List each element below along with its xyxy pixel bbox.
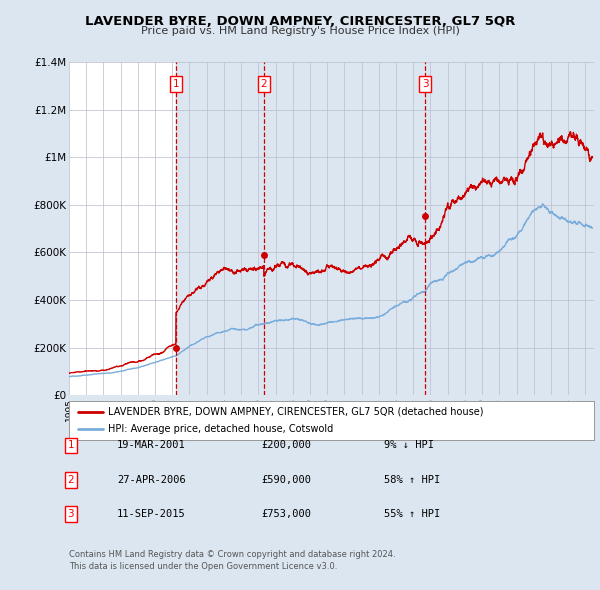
Text: £590,000: £590,000: [261, 475, 311, 484]
Text: 55% ↑ HPI: 55% ↑ HPI: [384, 509, 440, 519]
Text: Contains HM Land Registry data © Crown copyright and database right 2024.: Contains HM Land Registry data © Crown c…: [69, 550, 395, 559]
Text: £200,000: £200,000: [261, 441, 311, 450]
Text: 9% ↓ HPI: 9% ↓ HPI: [384, 441, 434, 450]
Bar: [425, 62, 594, 395]
Text: 1: 1: [67, 441, 74, 450]
Text: 3: 3: [67, 509, 74, 519]
Text: 2: 2: [67, 475, 74, 484]
Text: Price paid vs. HM Land Registry's House Price Index (HPI): Price paid vs. HM Land Registry's House …: [140, 26, 460, 36]
Bar: [264, 62, 425, 395]
Text: 2: 2: [260, 78, 267, 88]
Text: 19-MAR-2001: 19-MAR-2001: [117, 441, 186, 450]
Bar: [176, 62, 264, 395]
Text: £753,000: £753,000: [261, 509, 311, 519]
Text: 27-APR-2006: 27-APR-2006: [117, 475, 186, 484]
Text: HPI: Average price, detached house, Cotswold: HPI: Average price, detached house, Cots…: [109, 424, 334, 434]
Text: 11-SEP-2015: 11-SEP-2015: [117, 509, 186, 519]
Text: 3: 3: [422, 78, 428, 88]
Text: 58% ↑ HPI: 58% ↑ HPI: [384, 475, 440, 484]
Text: LAVENDER BYRE, DOWN AMPNEY, CIRENCESTER, GL7 5QR: LAVENDER BYRE, DOWN AMPNEY, CIRENCESTER,…: [85, 15, 515, 28]
Text: LAVENDER BYRE, DOWN AMPNEY, CIRENCESTER, GL7 5QR (detached house): LAVENDER BYRE, DOWN AMPNEY, CIRENCESTER,…: [109, 407, 484, 417]
Text: 1: 1: [173, 78, 179, 88]
Text: This data is licensed under the Open Government Licence v3.0.: This data is licensed under the Open Gov…: [69, 562, 337, 571]
